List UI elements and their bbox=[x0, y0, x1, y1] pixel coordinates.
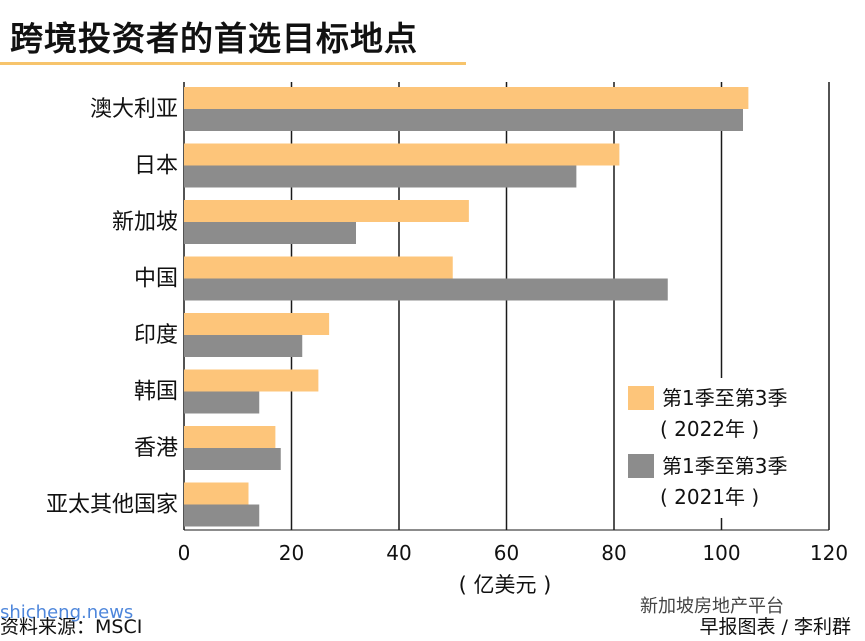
category-label: 香港 bbox=[134, 436, 178, 461]
legend-label: 第1季至第3季 bbox=[662, 386, 787, 410]
chart-title: 跨境投资者的首选目标地点 bbox=[10, 19, 418, 58]
watermark-left: shicheng.news bbox=[0, 602, 134, 623]
x-tick-label: 80 bbox=[601, 541, 626, 565]
legend-label-year: ( 2021年 ) bbox=[660, 485, 759, 509]
x-tick-label: 100 bbox=[702, 541, 740, 565]
category-label: 韩国 bbox=[134, 380, 178, 405]
bar-2022 bbox=[184, 313, 330, 335]
x-tick-label: 20 bbox=[279, 541, 304, 565]
x-tick-label: 120 bbox=[810, 541, 848, 565]
legend-label: 第1季至第3季 bbox=[662, 454, 787, 478]
legend-swatch bbox=[628, 386, 654, 410]
bar-2022 bbox=[184, 143, 620, 166]
bar-2022 bbox=[184, 426, 276, 448]
category-label: 日本 bbox=[134, 154, 178, 179]
x-tick-label: 60 bbox=[494, 541, 519, 565]
x-tick-label: 0 bbox=[178, 541, 191, 565]
category-label: 中国 bbox=[134, 267, 178, 292]
category-label: 印度 bbox=[134, 323, 178, 348]
x-tick-label: 40 bbox=[386, 541, 411, 565]
title-underline bbox=[0, 62, 466, 65]
legend-label-year: ( 2022年 ) bbox=[660, 417, 759, 441]
category-label: 澳大利亚 bbox=[90, 97, 178, 122]
bar-2021 bbox=[184, 335, 303, 357]
bar-2022 bbox=[184, 87, 749, 109]
bar-2021 bbox=[184, 391, 260, 414]
source-note: 资料来源：MSCI bbox=[0, 616, 143, 638]
legend-swatch bbox=[628, 454, 654, 478]
bar-2022 bbox=[184, 256, 453, 279]
bar-2021 bbox=[184, 109, 743, 131]
x-axis-title: ( 亿美元 ) bbox=[459, 573, 552, 597]
category-label: 新加坡 bbox=[112, 210, 178, 235]
chart-credit: 早报图表 / 李利群 bbox=[699, 616, 851, 638]
category-label: 亚太其他国家 bbox=[46, 493, 178, 518]
bar-2021 bbox=[184, 278, 668, 301]
bar-2022 bbox=[184, 200, 469, 222]
bar-2022 bbox=[184, 482, 249, 505]
bar-2021 bbox=[184, 165, 577, 188]
watermark-right: 新加坡房地产平台 bbox=[640, 596, 784, 617]
bar-2021 bbox=[184, 222, 356, 244]
bar-2022 bbox=[184, 369, 319, 392]
bar-2021 bbox=[184, 504, 260, 527]
bar-2021 bbox=[184, 448, 281, 470]
